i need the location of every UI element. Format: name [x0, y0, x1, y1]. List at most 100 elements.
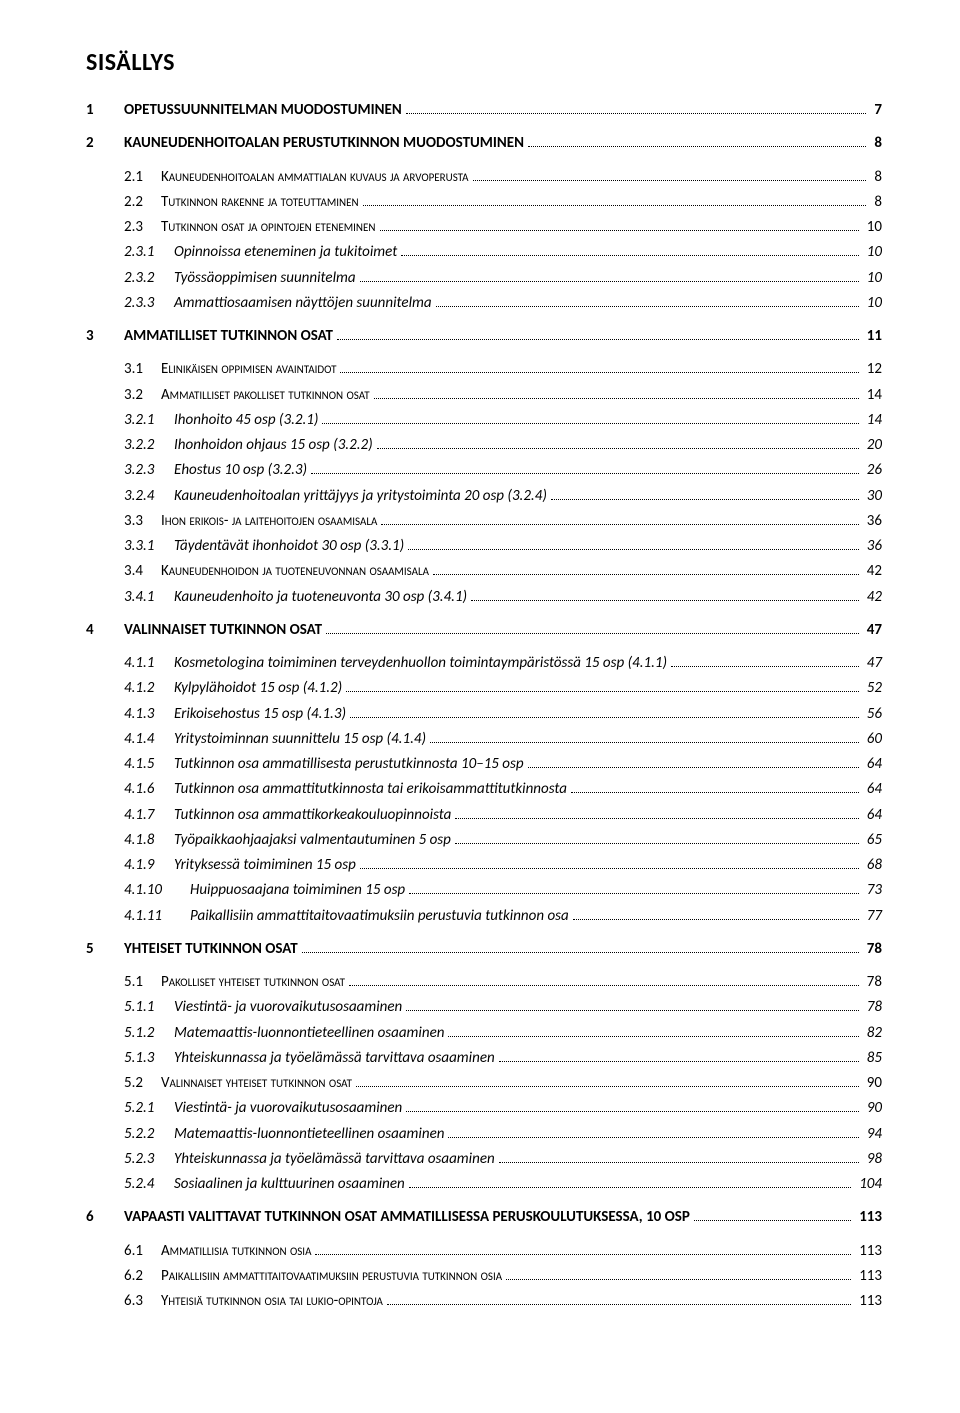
toc-entry: 5.1.2Matemaattis-luonnontieteellinen osa…: [86, 1022, 882, 1045]
toc-entry: 5.1.1Viestintä- ja vuorovaikutusosaamine…: [86, 996, 882, 1019]
toc-entry: 3.3Ihon erikois- ja laitehoitojen osaami…: [86, 510, 882, 533]
toc-entry-page: 52: [863, 677, 882, 700]
toc-entry-label: Erikoisehostus 15 osp (4.1.3): [174, 703, 346, 726]
toc-entry: 4VALINNAISET TUTKINNON OSAT47: [86, 619, 882, 642]
table-of-contents: 1OPETUSSUUNNITELMAN MUODOSTUMINEN72KAUNE…: [86, 99, 882, 1313]
toc-entry-number: 2.3.1: [86, 241, 174, 264]
toc-entry-label: Opinnoissa eteneminen ja tukitoimet: [174, 241, 397, 264]
document-page: SISÄLLYS 1OPETUSSUUNNITELMAN MUODOSTUMIN…: [0, 0, 960, 1359]
toc-leader-dots: [571, 780, 859, 794]
toc-entry-number: 2.1: [86, 166, 161, 189]
toc-entry: 5YHTEISET TUTKINNON OSAT78: [86, 938, 882, 961]
toc-entry: 4.1.5Tutkinnon osa ammatillisesta perust…: [86, 753, 882, 776]
toc-entry-page: 42: [863, 586, 882, 609]
toc-entry-page: 78: [863, 996, 882, 1019]
toc-entry-label: Paikallisiin ammattitaitovaatimuksiin pe…: [161, 1265, 502, 1288]
toc-leader-dots: [471, 587, 859, 601]
toc-entry-label: Ihon erikois- ja laitehoitojen osaamisal…: [161, 510, 377, 533]
toc-leader-dots: [326, 620, 859, 634]
toc-entry-number: 4.1.10: [86, 879, 190, 902]
toc-entry-page: 42: [863, 560, 882, 583]
toc-entry-number: 2.3: [86, 216, 161, 239]
toc-entry: 5.1.3Yhteiskunnassa ja työelämässä tarvi…: [86, 1047, 882, 1070]
toc-entry-number: 2.3.3: [86, 292, 174, 315]
toc-entry-number: 4.1.4: [86, 728, 174, 751]
toc-leader-dots: [448, 1023, 858, 1037]
toc-entry-page: 77: [863, 905, 882, 928]
toc-leader-dots: [528, 755, 859, 769]
toc-leader-dots: [406, 998, 859, 1012]
toc-entry-page: 8: [870, 191, 882, 214]
toc-entry-label: Kauneudenhoidon ja tuoteneuvonnan osaami…: [161, 560, 429, 583]
toc-entry-label: Ammatillisia tutkinnon osia: [161, 1240, 311, 1263]
toc-entry-number: 5.1.2: [86, 1022, 174, 1045]
toc-leader-dots: [337, 327, 859, 341]
toc-entry-label: Ihonhoito 45 osp (3.2.1): [174, 409, 318, 432]
toc-leader-dots: [311, 461, 859, 475]
toc-entry-number: 4.1.5: [86, 753, 174, 776]
toc-entry-page: 10: [863, 267, 882, 290]
toc-entry-page: 85: [863, 1047, 882, 1070]
toc-leader-dots: [409, 1175, 851, 1189]
toc-entry-page: 64: [863, 804, 882, 827]
toc-entry: 4.1.7Tutkinnon osa ammattikorkeakouluopi…: [86, 804, 882, 827]
toc-entry-page: 113: [855, 1290, 882, 1313]
toc-entry-number: 3.3: [86, 510, 161, 533]
toc-entry-page: 113: [855, 1265, 882, 1288]
toc-entry: 6VAPAASTI VALITTAVAT TUTKINNON OSAT AMMA…: [86, 1206, 882, 1229]
toc-entry: 4.1.6Tutkinnon osa ammattitutkinnosta ta…: [86, 778, 882, 801]
toc-entry-label: Tutkinnon osa ammatillisesta perustutkin…: [174, 753, 524, 776]
toc-entry-number: 2: [86, 132, 124, 155]
toc-entry-number: 5.1.3: [86, 1047, 174, 1070]
toc-entry-number: 3.4: [86, 560, 161, 583]
toc-entry: 4.1.10Huippuosaajana toimiminen 15 osp73: [86, 879, 882, 902]
toc-entry: 4.1.4Yritystoiminnan suunnittelu 15 osp …: [86, 728, 882, 751]
toc-leader-dots: [406, 1099, 859, 1113]
toc-entry-label: Kauneudenhoitoalan yrittäjyys ja yrityst…: [174, 485, 547, 508]
toc-entry-number: 5.2.3: [86, 1148, 174, 1171]
toc-entry-page: 113: [855, 1206, 882, 1229]
toc-entry-label: Pakolliset yhteiset tutkinnon osat: [161, 971, 345, 994]
toc-entry-number: 4.1.11: [86, 905, 190, 928]
toc-leader-dots: [360, 268, 859, 282]
toc-leader-dots: [356, 1074, 859, 1088]
toc-entry-label: Viestintä- ja vuorovaikutusosaaminen: [174, 996, 402, 1019]
toc-leader-dots: [401, 243, 859, 257]
toc-entry-label: Tutkinnon rakenne ja toteuttaminen: [161, 191, 359, 214]
toc-leader-dots: [340, 360, 858, 374]
toc-entry-number: 3.2.3: [86, 459, 174, 482]
toc-entry-number: 5.2.1: [86, 1097, 174, 1120]
toc-entry: 2KAUNEUDENHOITOALAN PERUSTUTKINNON MUODO…: [86, 132, 882, 155]
toc-entry-number: 5.2.4: [86, 1173, 174, 1196]
toc-leader-dots: [573, 906, 859, 920]
toc-entry-page: 36: [863, 535, 882, 558]
toc-entry-label: Kylpylähoidot 15 osp (4.1.2): [174, 677, 342, 700]
toc-entry: 2.3Tutkinnon osat ja opintojen etenemine…: [86, 216, 882, 239]
toc-leader-dots: [528, 134, 866, 148]
toc-entry: 3.2.2Ihonhoidon ohjaus 15 osp (3.2.2)20: [86, 434, 882, 457]
toc-leader-dots: [315, 1241, 851, 1255]
toc-entry-page: 30: [863, 485, 882, 508]
toc-entry-number: 3.3.1: [86, 535, 174, 558]
toc-entry-page: 78: [863, 938, 882, 961]
toc-leader-dots: [374, 385, 859, 399]
toc-entry-label: Tutkinnon osa ammattikorkeakouluopinnois…: [174, 804, 451, 827]
toc-leader-dots: [506, 1266, 851, 1280]
toc-entry-page: 73: [863, 879, 882, 902]
toc-leader-dots: [455, 830, 859, 844]
toc-leader-dots: [694, 1208, 851, 1222]
toc-entry: 2.1Kauneudenhoitoalan ammattialan kuvaus…: [86, 166, 882, 189]
toc-leader-dots: [387, 1292, 851, 1306]
toc-leader-dots: [436, 293, 859, 307]
toc-leader-dots: [381, 511, 858, 525]
toc-entry-page: 82: [863, 1022, 882, 1045]
toc-leader-dots: [360, 856, 859, 870]
toc-entry: 5.2.2Matemaattis-luonnontieteellinen osa…: [86, 1123, 882, 1146]
toc-entry-label: YHTEISET TUTKINNON OSAT: [124, 938, 298, 961]
toc-entry-label: Valinnaiset yhteiset tutkinnon osat: [161, 1072, 352, 1095]
toc-entry: 3.3.1Täydentävät ihonhoidot 30 osp (3.3.…: [86, 535, 882, 558]
toc-entry-page: 68: [863, 854, 882, 877]
toc-entry: 4.1.2Kylpylähoidot 15 osp (4.1.2)52: [86, 677, 882, 700]
toc-entry-number: 6.3: [86, 1290, 161, 1313]
toc-entry: 3.4Kauneudenhoidon ja tuoteneuvonnan osa…: [86, 560, 882, 583]
